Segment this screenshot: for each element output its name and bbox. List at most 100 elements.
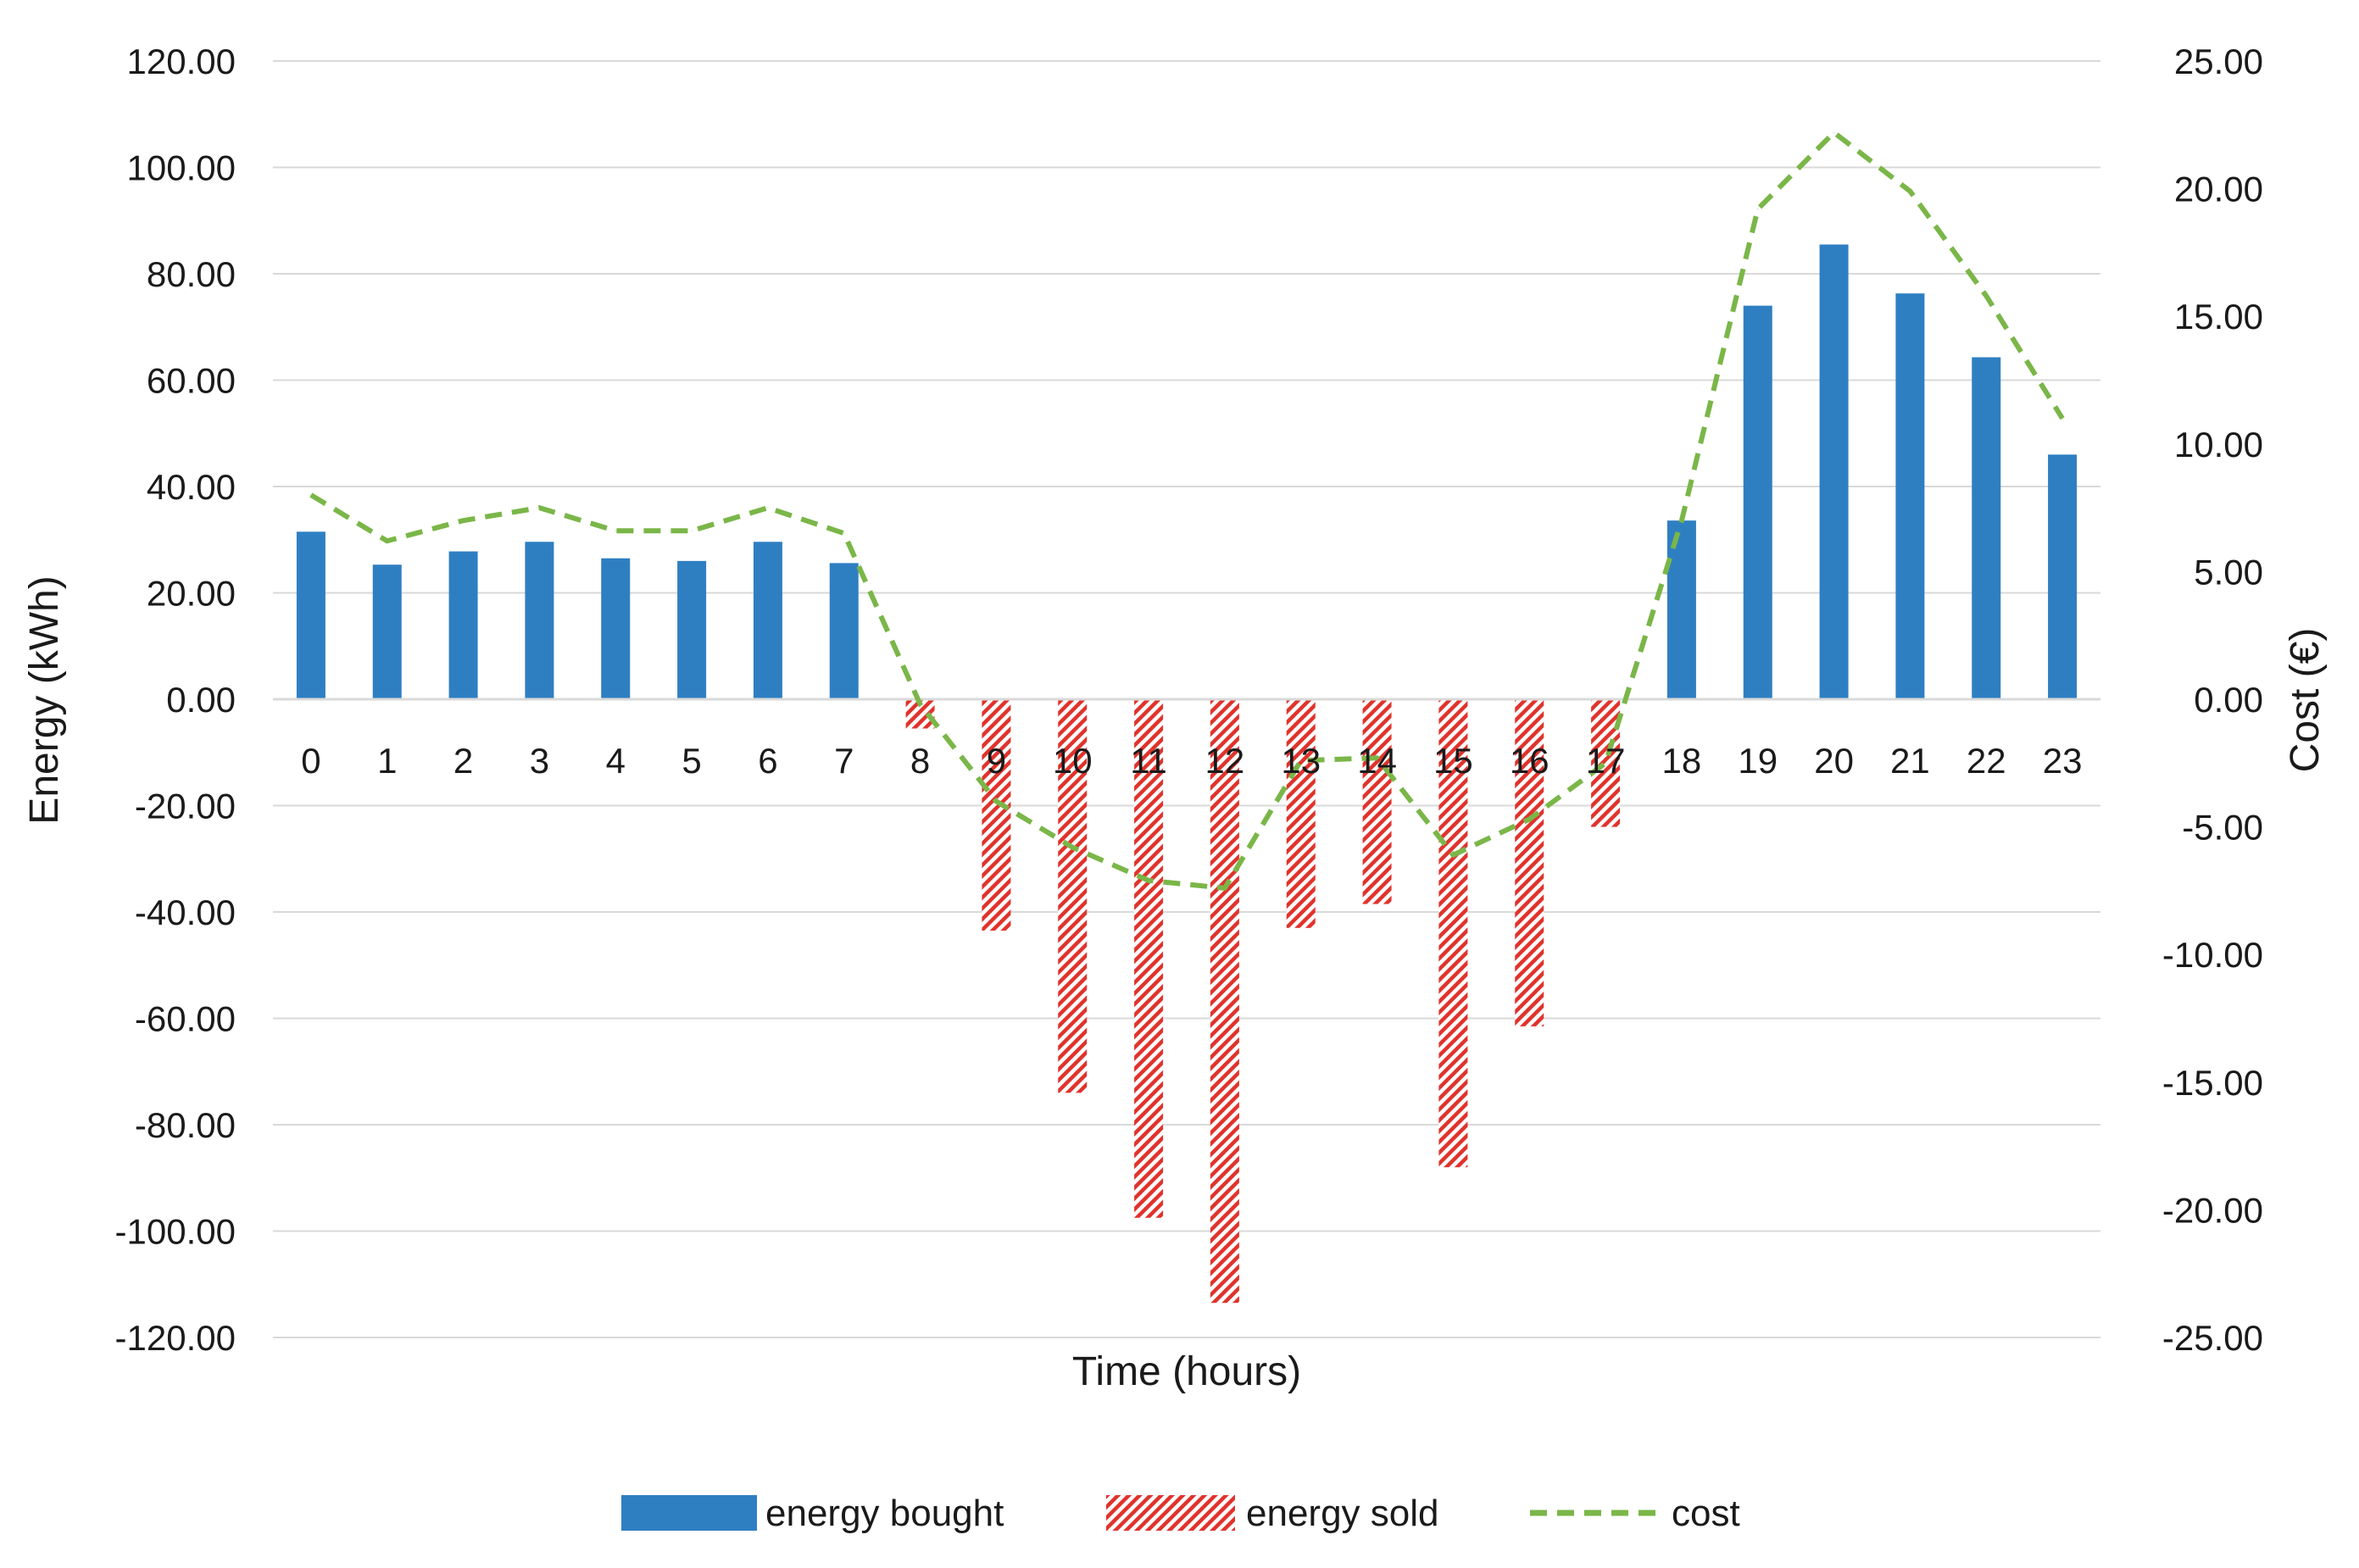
y-tick-label: 0.00 (166, 680, 236, 720)
y-axis-title: Energy (kWh) (22, 575, 67, 824)
energy-bought-bar (296, 531, 325, 699)
legend-item-energy-bought: energy bought (621, 1493, 1004, 1534)
x-tick-label: 23 (2043, 741, 2083, 781)
x-tick-label: 15 (1433, 741, 1473, 781)
x-tick-label: 5 (682, 741, 701, 781)
x-tick-label: 14 (1357, 741, 1397, 781)
cost-point (920, 703, 921, 705)
energy-sold-bar (1058, 699, 1088, 1093)
cost-point (1224, 887, 1226, 889)
y2-tick-label: -5.00 (2182, 808, 2263, 848)
cost-line (309, 130, 2065, 891)
cost-point (310, 494, 312, 496)
x-axis-title: Time (hours) (1072, 1349, 1301, 1394)
energy-bought-bar (601, 558, 631, 699)
cost-point (1528, 819, 1530, 820)
energy-sold-bar (1286, 699, 1316, 928)
x-tick-label: 13 (1281, 741, 1321, 781)
cost-point (995, 800, 997, 802)
legend-label-energy-bought: energy bought (765, 1493, 1004, 1534)
y2-tick-label: 20.00 (2174, 170, 2263, 209)
x-tick-label: 1 (377, 741, 397, 781)
cost-point (1300, 759, 1302, 761)
y2-tick-label: 25.00 (2174, 42, 2263, 81)
cost-point (1071, 847, 1073, 848)
x-tick-label: 10 (1053, 741, 1093, 781)
energy-bought-bar (1819, 244, 1849, 699)
y-tick-label: -60.00 (135, 999, 236, 1039)
energy-bought-bar (2048, 454, 2078, 699)
gridlines (273, 60, 2100, 1338)
y-tick-label: 20.00 (147, 574, 236, 614)
x-tick-label: 9 (987, 741, 1006, 781)
y2-tick-label: 5.00 (2194, 552, 2263, 592)
bars (296, 244, 2078, 1304)
y2-tick-label: -25.00 (2162, 1318, 2263, 1358)
energy-bought-bar (372, 564, 402, 699)
legend: energy bought energy sold cost (621, 1493, 1740, 1534)
energy-bought-bar (753, 542, 782, 699)
x-tick-label: 7 (834, 741, 854, 781)
x-tick-label: 19 (1738, 741, 1778, 781)
y-tick-label: 80.00 (147, 254, 236, 294)
x-tick-label: 4 (606, 741, 626, 781)
x-tick-label: 11 (1130, 741, 1167, 781)
cost-point (843, 532, 845, 534)
x-tick-label: 6 (758, 741, 777, 781)
energy-bought-bar (829, 563, 859, 699)
x-tick-label: 8 (910, 741, 930, 781)
y-tick-label: -100.00 (115, 1212, 236, 1252)
legend-label-energy-sold: energy sold (1246, 1493, 1438, 1534)
y-left-tick-labels: 120.00 100.00 80.00 60.00 40.00 20.00 0.00 -20.… (115, 42, 236, 1358)
legend-item-cost: cost (1530, 1493, 1740, 1534)
x-tick-label: 0 (301, 741, 320, 781)
x-tick-label: 18 (1662, 741, 1702, 781)
energy-bought-bar (525, 542, 554, 699)
y-right-tick-labels: 25.00 20.00 15.00 10.00 5.00 0.00 -5.00 -10.00 -… (2162, 42, 2263, 1358)
energy-sold-bar (1210, 699, 1239, 1304)
y-tick-label: -80.00 (135, 1105, 236, 1145)
cost-point (463, 520, 465, 521)
legend-label-cost: cost (1672, 1493, 1740, 1534)
energy-bought-bar (1666, 520, 1696, 699)
x-tick-label: 20 (1814, 741, 1854, 781)
energy-sold-bar (1515, 699, 1544, 1026)
cost-line-layer (309, 130, 2065, 891)
energy-sold-bar (1362, 699, 1392, 904)
y2-tick-label: -20.00 (2162, 1190, 2263, 1230)
cost-point (767, 507, 769, 509)
cost-point (2061, 418, 2063, 420)
y-tick-label: 120.00 (127, 42, 236, 81)
x-tick-labels: 0 1 2 3 4 5 6 7 8 9 10 11 12 13 14 15 16 17 18 19 20 21 22 23 (301, 741, 2082, 781)
energy-bought-bar (1895, 293, 1925, 699)
x-tick-label: 21 (1890, 741, 1930, 781)
y-tick-label: 100.00 (127, 148, 236, 188)
x-tick-label: 17 (1586, 741, 1626, 781)
cost-point (1681, 520, 1683, 521)
cost-point (1985, 295, 1987, 297)
y-tick-label: -20.00 (135, 787, 236, 826)
x-tick-label: 3 (530, 741, 549, 781)
y-tick-label: 40.00 (147, 467, 236, 507)
x-tick-label: 16 (1510, 741, 1549, 781)
x-tick-label: 12 (1205, 741, 1245, 781)
energy-sold-bar (982, 699, 1011, 931)
legend-item-energy-sold: energy sold (1106, 1493, 1438, 1534)
y-tick-label: -40.00 (135, 892, 236, 932)
cost-point (1605, 762, 1606, 764)
x-tick-label: 22 (1967, 741, 2006, 781)
cost-point (1909, 191, 1911, 192)
y2-tick-label: 15.00 (2174, 297, 2263, 336)
legend-swatch-energy-sold (1106, 1495, 1235, 1531)
y2-tick-label: 10.00 (2174, 425, 2263, 464)
y-tick-label: -120.00 (115, 1318, 236, 1358)
energy-bought-bar (1972, 357, 2001, 699)
energy-sold-bar (1134, 699, 1164, 1218)
energy-sold-bar (1438, 699, 1468, 1168)
cost-point (1452, 854, 1454, 856)
energy-bought-bar (1743, 305, 1772, 699)
legend-swatch-energy-bought (621, 1495, 757, 1531)
y2-axis-title: Cost (€) (2283, 628, 2328, 773)
